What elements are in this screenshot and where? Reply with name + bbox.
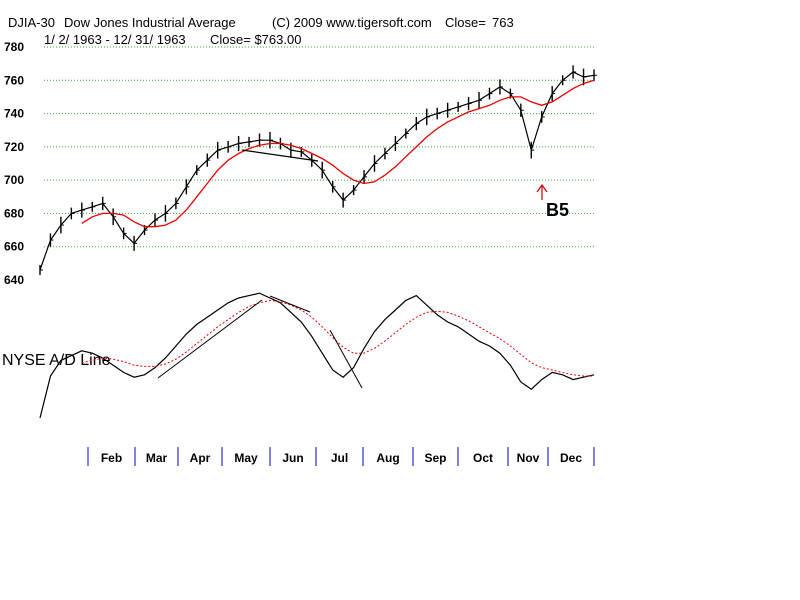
series-line-ad — [39, 292, 595, 419]
trend-lines — [241, 149, 319, 162]
y-tick-label: 640 — [4, 273, 24, 287]
trendline-may-jun — [241, 149, 319, 162]
series-line-djia — [39, 71, 595, 271]
month-label: Oct — [473, 451, 493, 465]
y-tick-label: 760 — [4, 73, 24, 87]
header-copyright: (C) 2009 www.tigersoft.com — [272, 15, 432, 30]
header-symbol: DJIA-30 — [8, 15, 55, 30]
month-label: May — [234, 451, 258, 465]
y-tick-label: 680 — [4, 206, 24, 220]
header-date-range: 1/ 2/ 1963 - 12/ 31/ 1963 — [44, 32, 186, 47]
header-close-line: Close= $763.00 — [210, 32, 301, 47]
y-tick-label: 700 — [4, 173, 24, 187]
month-label: Apr — [190, 451, 211, 465]
month-label: Jul — [331, 451, 348, 465]
ad-trendline-fall — [329, 329, 363, 389]
signal-b5: B5 — [536, 183, 569, 220]
header-name: Dow Jones Industrial Average — [64, 15, 236, 30]
month-label: Feb — [101, 451, 122, 465]
ad-line-label: NYSE A/D Line — [2, 352, 111, 369]
ad-trend-lines — [157, 295, 363, 389]
month-label: Sep — [424, 451, 446, 465]
signal-arrow-head-icon — [536, 183, 548, 193]
ad-trendline-rise — [157, 299, 263, 379]
series-line-price-ma — [81, 79, 595, 228]
month-label: Jun — [282, 451, 303, 465]
ad-trendline-top — [269, 295, 311, 313]
header-close-label: Close= — [445, 15, 486, 30]
y-tick-label: 720 — [4, 140, 24, 154]
month-label: Dec — [560, 451, 582, 465]
y-tick-label: 660 — [4, 240, 24, 254]
month-label: Nov — [517, 451, 540, 465]
month-axis: Feb Mar Apr May Jun Jul Aug Sep Oct Nov Dec — [87, 447, 595, 466]
y-tick-label: 780 — [4, 40, 24, 54]
y-tick-label: 740 — [4, 107, 24, 121]
month-label: Aug — [376, 451, 399, 465]
header-close-value: 763 — [492, 15, 514, 30]
month-label: Mar — [146, 451, 168, 465]
signal-label: B5 — [546, 200, 569, 220]
price-y-axis: 780 760 740 720 700 680 660 640 — [4, 40, 24, 287]
